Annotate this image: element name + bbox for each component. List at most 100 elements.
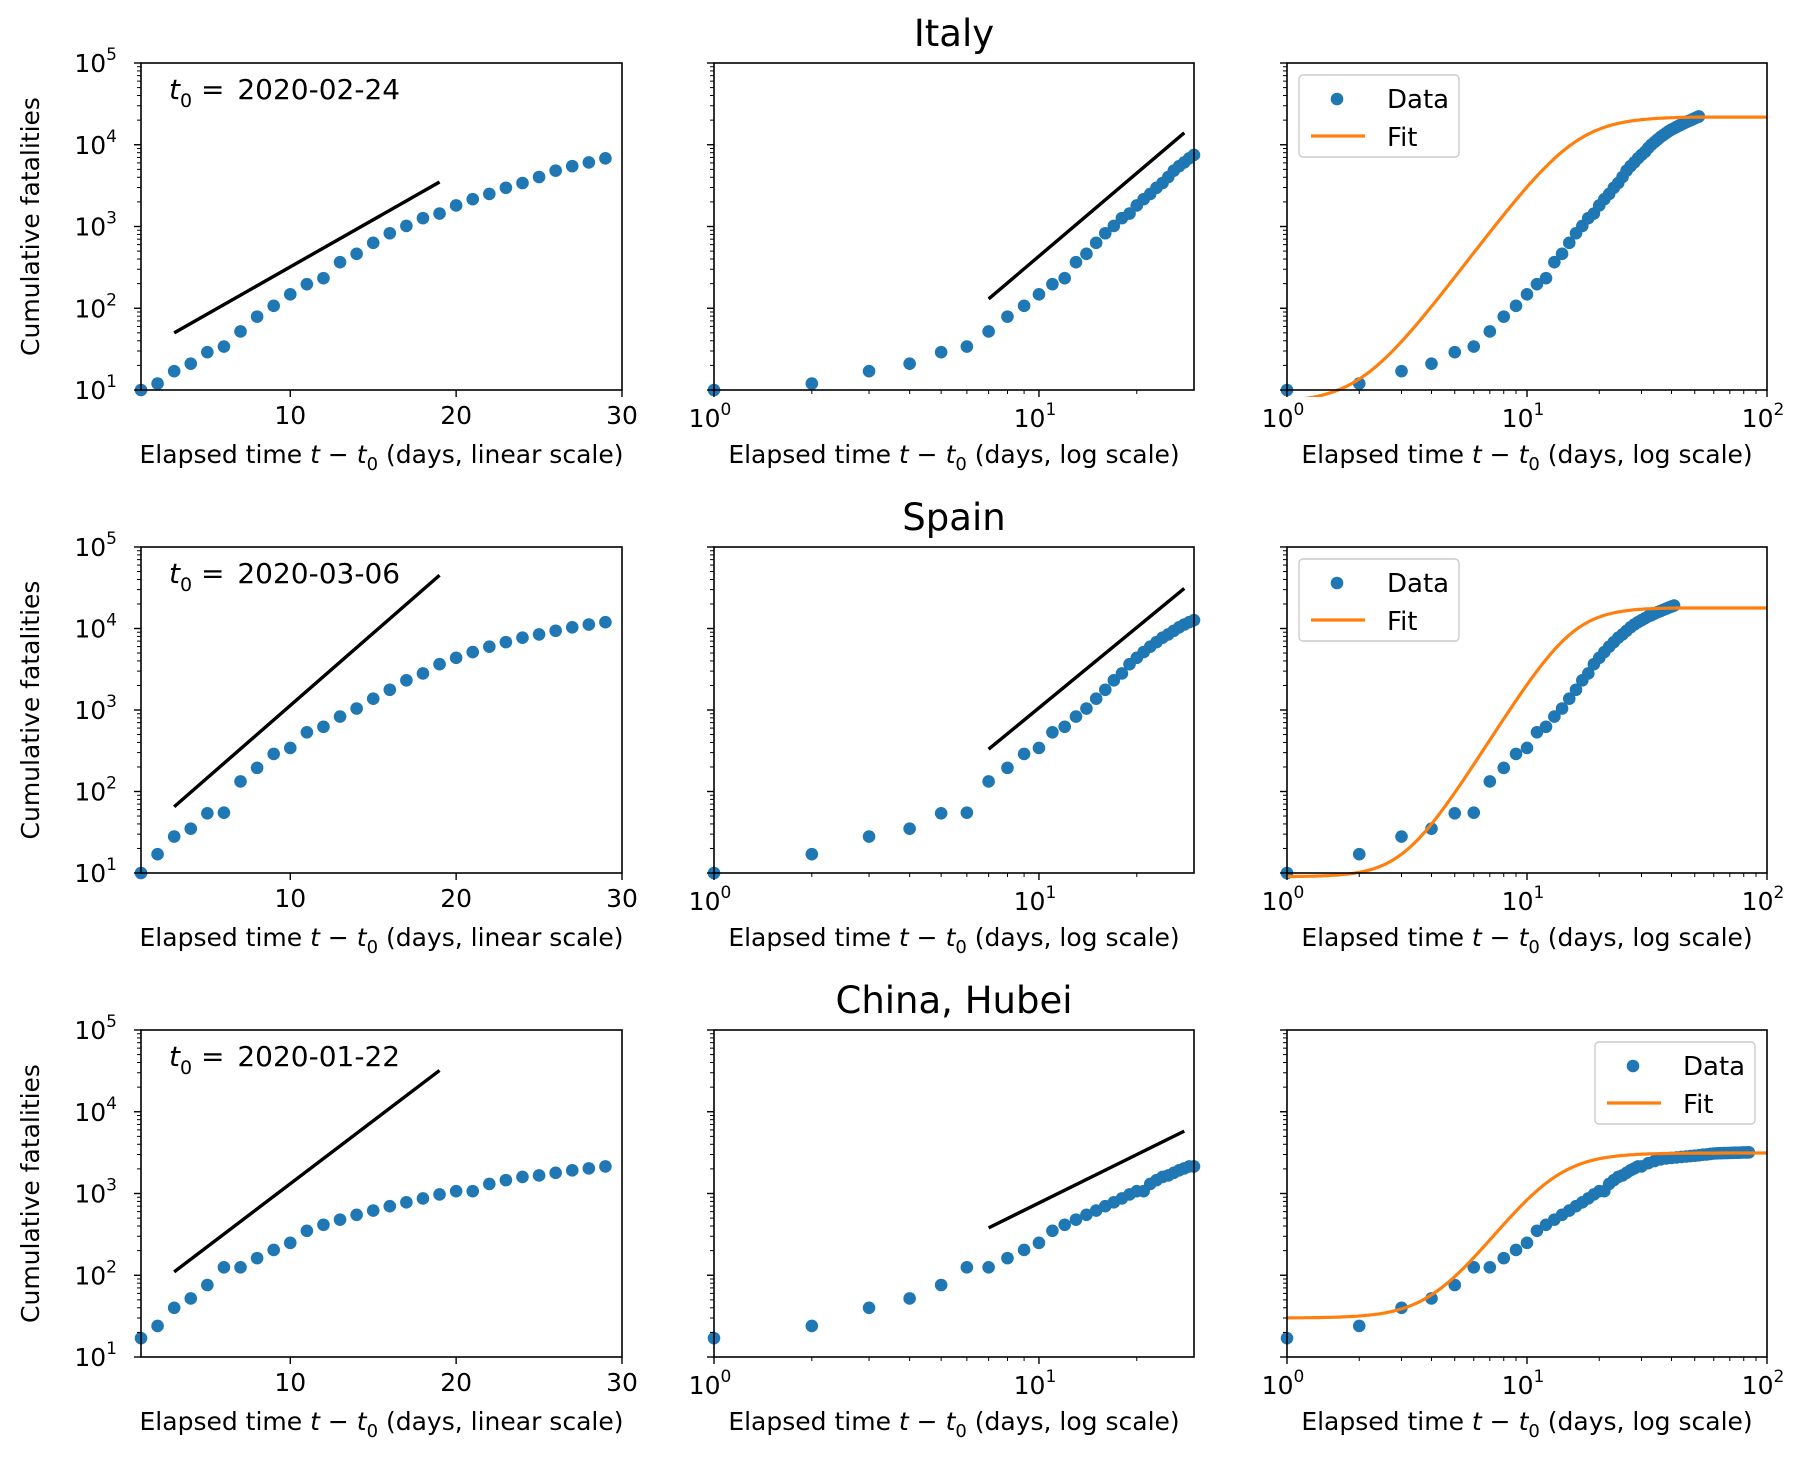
x-tick-label: 100 — [1262, 1367, 1305, 1400]
x-tick-label: 30 — [606, 1368, 638, 1397]
x-label-sub: 0 — [367, 937, 378, 958]
x-label-prefix: Elapsed time — [1301, 440, 1472, 469]
y-tick-exponent: 3 — [106, 1176, 117, 1196]
data-point — [466, 192, 480, 206]
data-point — [433, 1188, 446, 1201]
data-point — [582, 156, 596, 169]
data-point — [1069, 710, 1083, 723]
legend-data-marker — [1330, 92, 1344, 106]
x-label-units: (days, linear scale) — [378, 1407, 623, 1436]
y-tick-label: 101 — [74, 372, 117, 405]
data-point — [1509, 299, 1523, 313]
x-label-units: (days, linear scale) — [378, 923, 623, 952]
data-point — [599, 152, 612, 165]
data-point — [466, 1184, 480, 1198]
data-point — [483, 187, 496, 201]
x-tick-label: 102 — [1742, 1367, 1785, 1400]
x-label-prefix: Elapsed time — [140, 1407, 311, 1436]
data-point — [532, 170, 546, 184]
y-tick-label: 103 — [74, 692, 117, 725]
legend: Data Fit — [1298, 558, 1460, 642]
x-axis-label: Elapsed time t − t0 (days, log scale) — [1301, 923, 1752, 958]
x-tick-label: 10 — [274, 884, 306, 913]
x-label-minus: − — [320, 440, 357, 469]
data-point — [1448, 807, 1462, 820]
data-point — [366, 1204, 380, 1217]
data-point — [1089, 236, 1103, 250]
data-point — [1107, 219, 1121, 233]
axes-frame — [140, 546, 623, 874]
reference-line — [173, 180, 441, 335]
x-tick-label: 20 — [440, 1368, 472, 1397]
x-label-units: (days, linear scale) — [378, 440, 623, 469]
x-label-t: t — [1472, 440, 1483, 469]
data-point — [1395, 364, 1408, 378]
x-tick-label: 10 — [274, 401, 306, 430]
legend-data-label: Data — [1387, 569, 1449, 599]
t0-annotation: t0 = 2020-01-22 — [169, 1040, 400, 1079]
data-point — [1017, 299, 1031, 313]
x-label-prefix: Elapsed time — [140, 440, 311, 469]
x-tick-exponent: 0 — [720, 1367, 731, 1387]
x-label-minus: − — [909, 440, 946, 469]
data-point — [400, 219, 413, 233]
data-point — [400, 1196, 413, 1209]
y-tick-label: 101 — [74, 855, 117, 888]
data-point — [234, 1261, 247, 1274]
data-point — [201, 807, 214, 820]
data-point — [805, 377, 819, 390]
y-tick-exponent: 5 — [106, 529, 117, 549]
data-point — [1497, 761, 1511, 775]
x-tick-exponent: 1 — [1533, 400, 1544, 420]
x-label-t: t — [310, 923, 321, 952]
data-point — [565, 620, 579, 634]
data-point — [903, 822, 916, 835]
x-label-units: (days, log scale) — [1540, 1407, 1753, 1436]
data-point — [1098, 683, 1112, 697]
x-tick-label: 100 — [689, 400, 732, 433]
data-point — [1467, 1261, 1481, 1274]
data-point — [516, 631, 529, 644]
data-point — [1123, 207, 1136, 220]
y-tick-label: 102 — [74, 1257, 117, 1290]
t0-symbol: t — [169, 73, 181, 106]
y-tick-label: 104 — [74, 611, 117, 644]
x-label-t0: t — [1519, 1407, 1530, 1436]
data-point — [184, 357, 198, 370]
x-tick-exponent: 2 — [1773, 400, 1784, 420]
x-tick-exponent: 0 — [1293, 883, 1304, 903]
data-point — [499, 1173, 513, 1187]
data-point — [366, 692, 380, 706]
data-point — [1080, 702, 1093, 715]
reference-line — [987, 587, 1186, 751]
x-tick-label: 102 — [1742, 883, 1785, 916]
data-point — [449, 651, 463, 665]
data-point — [1548, 710, 1561, 723]
data-point — [1001, 761, 1014, 775]
data-point — [862, 364, 876, 378]
data-point — [516, 1170, 529, 1184]
x-tick-label: 20 — [440, 884, 472, 913]
data-point — [483, 1177, 496, 1191]
data-point — [267, 299, 280, 313]
panel-title: China, Hubei — [835, 979, 1072, 1022]
data-points-log — [707, 613, 1201, 880]
data-point — [300, 725, 314, 739]
data-point — [1058, 1218, 1071, 1232]
data-point — [333, 255, 347, 269]
x-tick-label: 100 — [1262, 883, 1305, 916]
data-point — [1058, 720, 1071, 734]
data-point — [151, 1319, 164, 1333]
data-point — [201, 1278, 214, 1292]
x-label-prefix: Elapsed time — [728, 923, 899, 952]
data-point — [449, 1184, 463, 1198]
x-tick-exponent: 2 — [1773, 1367, 1784, 1387]
data-point — [960, 806, 974, 819]
x-label-t0: t — [946, 1407, 957, 1436]
x-tick-label: 101 — [1014, 400, 1057, 433]
data-point — [1509, 747, 1523, 761]
data-point — [483, 640, 496, 653]
y-tick-exponent: 2 — [106, 290, 117, 310]
x-label-prefix: Elapsed time — [728, 1407, 899, 1436]
x-label-t0: t — [357, 440, 368, 469]
